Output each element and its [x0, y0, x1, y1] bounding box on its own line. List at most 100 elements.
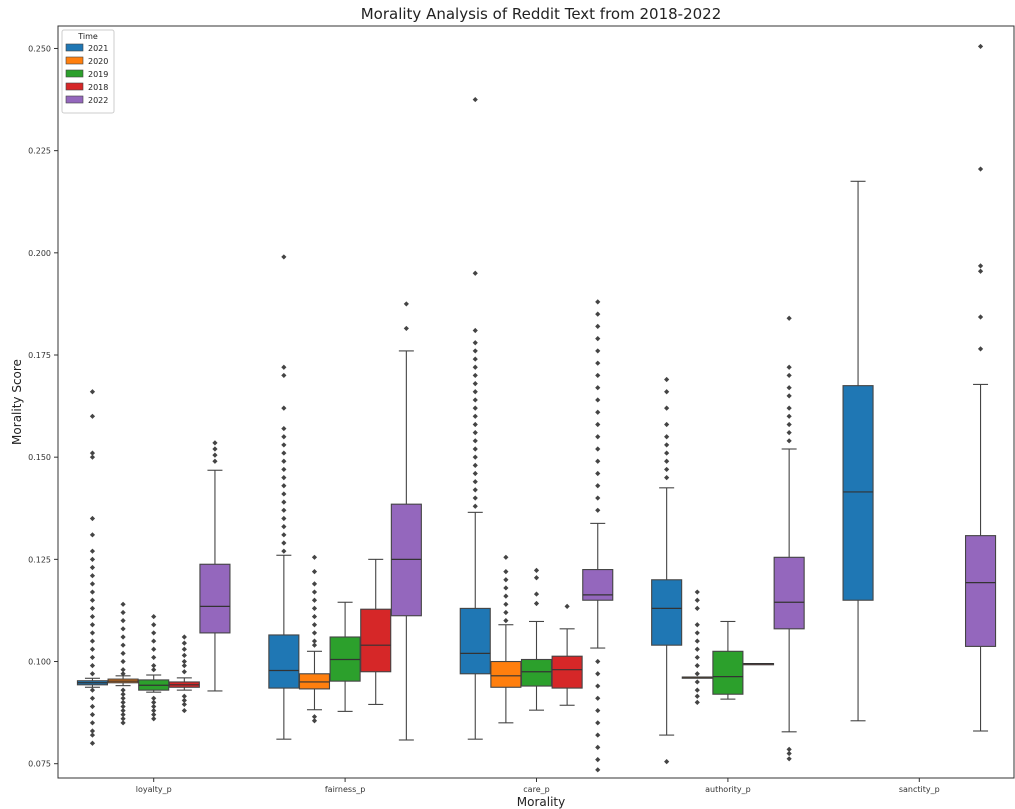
outlier-point [472, 479, 478, 485]
box-2020-fairness_p [298, 554, 331, 724]
outlier-point [181, 652, 187, 658]
iqr-box [360, 608, 392, 673]
box-2022-sanctity_p [964, 43, 997, 732]
outlier-point [786, 364, 792, 370]
outlier-point [89, 581, 96, 587]
y-axis-label: Morality Score [10, 359, 24, 445]
outlier-point [503, 618, 509, 624]
y-tick-label: 0.125 [28, 555, 51, 564]
outlier-point [281, 532, 287, 538]
outlier-point [595, 757, 601, 763]
box-2019-fairness_p [329, 601, 361, 712]
outlier-point [151, 667, 157, 673]
outlier-point [89, 413, 96, 419]
y-tick-label: 0.075 [28, 760, 51, 769]
outlier-point [472, 503, 478, 509]
box-2021-authority_p [651, 376, 683, 765]
outlier-point [595, 299, 601, 305]
y-tick-label: 0.200 [28, 249, 51, 258]
box-2021-fairness_p [268, 254, 300, 740]
outlier-point [595, 683, 601, 689]
outlier-point [281, 483, 287, 489]
box-2020-care_p [490, 554, 522, 724]
legend-entry: 2020 [88, 57, 108, 66]
outlier-point [281, 507, 287, 513]
outlier-point [89, 564, 96, 571]
outlier-point [89, 597, 96, 603]
outlier-point [89, 556, 96, 562]
outlier-point [281, 540, 287, 546]
box-2019-authority_p [712, 620, 744, 700]
outlier-point [311, 642, 318, 648]
iqr-box [712, 650, 744, 695]
outlier-point [89, 532, 96, 538]
outlier-point [694, 605, 700, 611]
outlier-point [664, 389, 670, 395]
box-2018-authority_p [742, 662, 775, 666]
outlier-point [281, 450, 287, 456]
outlier-point [281, 372, 287, 379]
outlier-point [664, 434, 670, 440]
outlier-point [89, 728, 96, 734]
outlier-point [151, 699, 157, 705]
box-2022-authority_p [773, 315, 805, 762]
box-2021-loyalty_p [76, 389, 109, 746]
outlier-point [977, 263, 984, 269]
outlier-point [311, 554, 318, 560]
outlier-point [151, 716, 157, 722]
outlier-point [595, 495, 601, 501]
outlier-point [694, 679, 700, 685]
outlier-point [694, 693, 700, 699]
outlier-point [89, 450, 96, 456]
outlier-point [89, 573, 96, 579]
outlier-point [212, 440, 218, 446]
outlier-point [472, 413, 478, 419]
iqr-box [390, 503, 422, 617]
outlier-point [120, 687, 126, 693]
outlier-point [89, 622, 96, 628]
outlier-point [595, 707, 601, 714]
iqr-box [199, 563, 231, 634]
outlier-point [311, 569, 318, 575]
outlier-point [281, 434, 287, 440]
outlier-point [281, 524, 287, 530]
outlier-point [120, 650, 126, 656]
outlier-point [595, 421, 601, 428]
outlier-point [120, 667, 126, 673]
outlier-point [503, 593, 509, 599]
outlier-point [89, 712, 96, 718]
outlier-point [311, 714, 318, 720]
iqr-box [582, 569, 614, 601]
outlier-point [977, 43, 984, 50]
outlier-point [472, 348, 478, 354]
outlier-point [311, 622, 318, 628]
outlier-point [472, 356, 478, 362]
outlier-point [694, 589, 700, 595]
outlier-point [786, 372, 792, 379]
outlier-point [786, 385, 792, 391]
box-2022-loyalty_p [199, 440, 231, 692]
outlier-point [212, 452, 218, 458]
outlier-point [151, 712, 157, 718]
outlier-point [472, 327, 478, 334]
iqr-box [520, 658, 553, 687]
outlier-point [595, 434, 601, 440]
outlier-point [472, 364, 478, 370]
outlier-point [503, 569, 509, 575]
outlier-point [564, 603, 570, 609]
outlier-point [311, 581, 318, 587]
outlier-point [977, 268, 984, 274]
outlier-point [281, 491, 287, 497]
outlier-point [89, 589, 96, 595]
x-axis-label: Morality [517, 795, 565, 809]
outlier-point [120, 712, 126, 718]
outlier-point [120, 618, 126, 624]
outlier-point [281, 458, 287, 464]
y-tick-label: 0.250 [28, 44, 51, 53]
outlier-point [89, 638, 96, 644]
outlier-point [503, 601, 509, 607]
outlier-point [181, 707, 187, 714]
legend-swatch [65, 56, 84, 65]
outlier-point [786, 430, 792, 436]
outlier-point [472, 430, 478, 436]
